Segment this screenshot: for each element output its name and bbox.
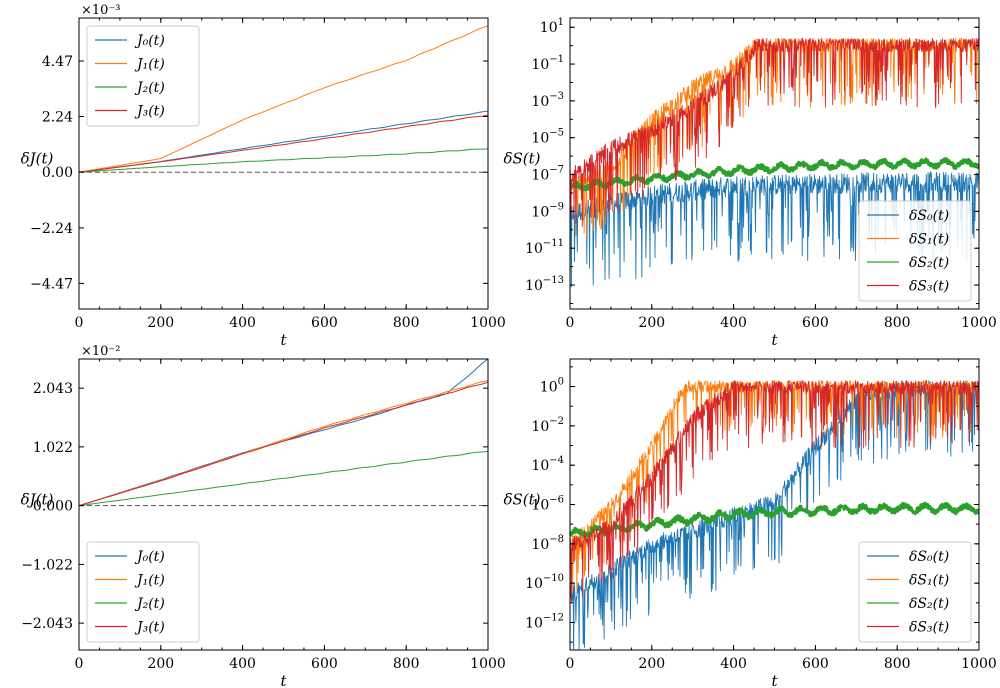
panel-top-left: 0 200 400 600 800 1000 −4.47 −2.24 0.00 2.24 4.47 ×… (21, 3, 506, 349)
legend: J₀(t) J₁(t) J₂(t) J₃(t) (86, 25, 200, 127)
y-tick-label: −2.043 (21, 616, 73, 632)
legend: J₀(t) J₁(t) J₂(t) J₃(t) (86, 541, 200, 643)
legend-label-1: δS₁(t) (909, 232, 949, 248)
x-tick-label: 1000 (470, 315, 506, 331)
series-line-2 (79, 450, 488, 507)
legend-label-2: J₂(t) (134, 80, 165, 96)
x-tick-label: 400 (229, 315, 256, 331)
panel-bottom-right: 0 200 400 600 800 1000 100 10−2 10−4 10−6 10−8 10−1… (503, 358, 997, 688)
x-tick-label: 800 (884, 656, 911, 672)
series-line-0 (79, 359, 488, 507)
y-tick-label: 2.24 (42, 109, 73, 125)
y-tick-label: 10−11 (525, 238, 564, 257)
x-tick-label: 1000 (961, 315, 997, 331)
legend-label-2: J₂(t) (134, 596, 165, 612)
y-tick-label: 10−2 (531, 416, 564, 435)
series-line-1 (79, 25, 488, 173)
x-tick-label: 200 (147, 315, 174, 331)
legend-label-0: J₀(t) (134, 549, 165, 565)
y-tick-label: 2.043 (33, 381, 73, 397)
x-tick-label: 0 (566, 315, 575, 331)
x-tick-label: 1000 (961, 656, 997, 672)
x-tick-label: 400 (720, 656, 747, 672)
y-tick-label: 10−5 (531, 128, 564, 147)
y-tick-label: 0.00 (42, 165, 73, 181)
legend-label-0: J₀(t) (134, 33, 165, 49)
legend-box (86, 25, 200, 127)
y-tick-label: 1.022 (33, 440, 73, 456)
legend-label-0: δS₀(t) (909, 208, 949, 224)
legend-label-3: δS₃(t) (909, 620, 949, 636)
legend-label-1: δS₁(t) (909, 573, 949, 589)
y-tick-label: 10−9 (531, 201, 564, 220)
x-tick-label: 600 (802, 315, 829, 331)
legend-box (858, 200, 972, 302)
y-tick-label: −4.47 (30, 276, 73, 292)
y-tick-label: −2.24 (30, 221, 73, 237)
legend: δS₀(t) δS₁(t) δS₂(t) δS₃(t) (858, 541, 972, 643)
series-line-2 (79, 148, 488, 173)
x-tick-label: 200 (147, 656, 174, 672)
y-axis-label: δS(t) (503, 150, 540, 168)
y-tick-label: 10−6 (531, 495, 564, 514)
x-axis-label: t (280, 331, 287, 349)
y-axis-label: δJ(t) (21, 150, 54, 168)
y-tick-label: −1.022 (21, 557, 73, 573)
x-tick-label: 0 (75, 315, 84, 331)
series-line-3 (570, 37, 979, 227)
x-tick-label: 600 (311, 315, 338, 331)
legend: δS₀(t) δS₁(t) δS₂(t) δS₃(t) (858, 200, 972, 302)
x-tick-label: 800 (393, 315, 420, 331)
y-tick-label: 4.47 (42, 54, 73, 70)
y-scale-multiplier: ×10⁻² (81, 344, 121, 359)
y-tick-label: 10−7 (531, 165, 564, 184)
x-tick-label: 600 (802, 656, 829, 672)
y-tick-label: 10−8 (531, 534, 564, 553)
y-tick-label: 10−12 (525, 612, 564, 631)
series-line-3 (570, 380, 979, 603)
y-tick-label: 10−13 (525, 275, 564, 294)
x-axis-label: t (280, 672, 287, 688)
x-tick-label: 1000 (470, 656, 506, 672)
legend-label-1: J₁(t) (134, 57, 165, 73)
legend-box (86, 541, 200, 643)
legend-label-1: J₁(t) (134, 573, 165, 589)
panel-top-right: 0 200 400 600 800 1000 101 10−1 10−3 10−5 10−7 10−9… (503, 17, 996, 349)
plot-area (79, 25, 488, 173)
x-tick-label: 800 (884, 315, 911, 331)
x-tick-label: 200 (638, 315, 665, 331)
y-axis-label: δS(t) (503, 491, 540, 509)
panel-bottom-left: 0 200 400 600 800 1000 −2.043 −1.022 0.000 1.022 2… (21, 344, 506, 688)
x-axis-label: t (771, 672, 778, 688)
plot-area (79, 359, 488, 507)
x-tick-label: 800 (393, 656, 420, 672)
legend-label-3: J₃(t) (134, 104, 165, 120)
plot-area (570, 380, 979, 650)
x-tick-label: 200 (638, 656, 665, 672)
series-line-3 (79, 381, 488, 507)
x-tick-label: 600 (311, 656, 338, 672)
x-tick-label: 0 (566, 656, 575, 672)
y-tick-label: 10−4 (531, 455, 564, 474)
x-axis-label: t (771, 331, 778, 349)
series-line-3 (79, 114, 488, 173)
y-tick-label: 10−10 (525, 573, 564, 592)
y-axis-label: δJ(t) (21, 491, 54, 509)
y-tick-label: 10−1 (531, 54, 564, 73)
x-tick-label: 400 (229, 656, 256, 672)
y-scale-multiplier: ×10⁻³ (81, 3, 121, 18)
x-tick-label: 400 (720, 315, 747, 331)
legend-label-2: δS₂(t) (909, 596, 949, 612)
y-tick-label: 0.000 (33, 499, 73, 515)
legend-label-0: δS₀(t) (909, 549, 949, 565)
x-tick-label: 0 (75, 656, 84, 672)
y-tick-label: 10−3 (531, 91, 564, 110)
legend-label-3: δS₃(t) (909, 279, 949, 295)
legend-box (858, 541, 972, 643)
legend-label-2: δS₂(t) (909, 255, 949, 271)
y-tick-label: 100 (540, 377, 564, 396)
y-tick-label: 101 (540, 17, 564, 36)
legend-label-3: J₃(t) (134, 620, 165, 636)
